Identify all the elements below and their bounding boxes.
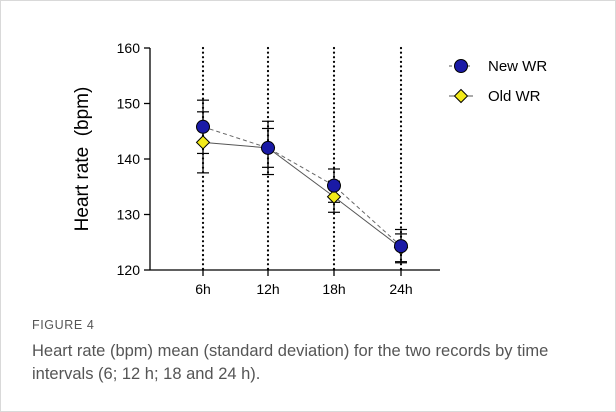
y-tick-label: 140 (117, 151, 141, 167)
y-ticks: 120 130 140 150 160 (117, 40, 150, 278)
legend-label-new-wr: New WR (488, 58, 547, 75)
marker-new-wr (327, 178, 341, 193)
figure-caption: Heart rate (bpm) mean (standard deviatio… (32, 342, 549, 383)
legend-marker-new-wr (454, 59, 468, 73)
x-tick-label: 12h (256, 281, 279, 297)
marker-new-wr (394, 239, 408, 254)
x-ticks: 6h 12h 18h 24h (195, 270, 413, 297)
marker-new-wr (196, 119, 210, 134)
series-line-new-wr (202, 126, 402, 247)
series-line-old-wr (202, 141, 402, 249)
series (195, 99, 409, 264)
y-tick-label: 130 (117, 207, 141, 223)
y-tick-label: 120 (117, 262, 141, 278)
marker-new-wr (261, 140, 275, 155)
legend: New WR Old WR (449, 58, 547, 105)
axes (149, 48, 440, 271)
y-tick-label: 150 (117, 96, 141, 112)
x-tick-label: 6h (195, 281, 211, 297)
x-tick-label: 18h (322, 281, 345, 297)
heart-rate-chart: 120 130 140 150 160 6h 12h 18h 24h Heart rate (… (72, 40, 547, 297)
marker-old-wr (326, 189, 342, 204)
figure-label: FIGURE 4 (32, 318, 95, 332)
y-tick-label: 160 (117, 40, 141, 56)
grid-lines (201, 46, 403, 272)
y-axis-label: Heart rate (bpm) (72, 87, 93, 232)
x-tick-label: 24h (389, 281, 412, 297)
legend-marker-old-wr (453, 88, 469, 104)
legend-label-old-wr: Old WR (488, 88, 541, 105)
marker-old-wr (195, 135, 211, 150)
